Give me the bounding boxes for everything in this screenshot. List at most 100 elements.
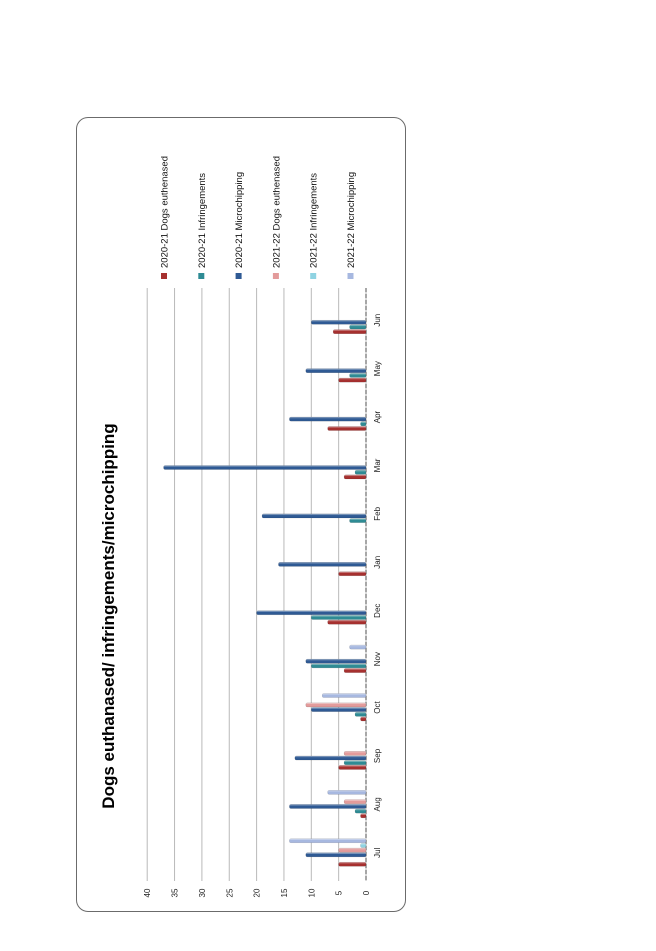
- bar-highlight: [338, 571, 366, 573]
- chart-frame: 0 5 10 15 20 25 30 35 40 Jul Aug Sep Oct Nov Dec Jan Feb…: [76, 117, 406, 912]
- bar-highlight: [344, 751, 366, 753]
- x-tick-label: Oct: [373, 701, 382, 714]
- x-tick-label: Jan: [373, 556, 382, 569]
- bar-dec-series-1: [311, 615, 367, 620]
- bar-sep-series-0: [338, 765, 367, 770]
- legend-swatch: [235, 273, 242, 279]
- x-tick-label: May: [373, 361, 382, 376]
- bar-highlight: [355, 712, 366, 714]
- legend-label: 2020-21 Dogs euthenased: [160, 156, 171, 268]
- bar-oct-series-0: [360, 716, 367, 722]
- bar-nov-series-2: [305, 658, 367, 664]
- legend-label: 2021-22 Microchipping: [346, 172, 357, 268]
- legend-label: 2021-22 Infringements: [309, 173, 320, 268]
- bar-aug-series-1: [354, 808, 367, 814]
- bar-jan-series-2: [278, 562, 367, 567]
- bar-may-series-0: [338, 377, 367, 383]
- bar-nov-series-0: [343, 668, 367, 673]
- bar-may-series-2: [305, 368, 367, 373]
- bar-highlight: [360, 813, 366, 815]
- bar-highlight: [344, 668, 366, 670]
- gridlines: [146, 288, 367, 881]
- y-tick-label: 5: [335, 890, 344, 895]
- bar-highlight: [278, 562, 366, 564]
- bar-highlight: [360, 843, 366, 845]
- bar-highlight: [349, 518, 366, 520]
- x-tick-label: Aug: [373, 797, 382, 811]
- y-tick-label: 35: [171, 888, 180, 897]
- bar-highlight: [262, 513, 366, 516]
- bar-highlight: [327, 426, 366, 428]
- legend-swatch: [310, 273, 317, 279]
- bar-oct-series-1: [354, 712, 367, 717]
- bar-feb-series-1: [349, 518, 367, 523]
- bar-jul-series-5: [289, 838, 367, 843]
- x-tick-label: Nov: [373, 652, 382, 666]
- bar-highlight: [338, 765, 366, 767]
- legend-label: 2021-22 Dogs euthenased: [271, 156, 282, 268]
- y-tick-label: 25: [225, 888, 234, 897]
- bar-highlight: [311, 615, 366, 617]
- bar-aug-series-0: [360, 813, 367, 819]
- legend-label: 2020-21 Microchipping: [234, 172, 245, 268]
- bar-oct-series-5: [322, 693, 367, 698]
- bar-apr-series-0: [327, 426, 367, 431]
- bar-highlight: [338, 862, 366, 864]
- bar-nov-series-1: [311, 663, 367, 669]
- y-tick-label: 15: [280, 888, 289, 897]
- bar-highlight: [327, 620, 366, 622]
- x-tick-label: Jul: [373, 847, 382, 857]
- bar-jul-series-0: [338, 861, 367, 867]
- bar-highlight: [311, 320, 366, 322]
- y-tick-label: 30: [198, 888, 207, 897]
- bar-highlight: [294, 755, 366, 758]
- bar-nov-series-5: [349, 644, 367, 650]
- legend-label: 2020-21 Infringements: [197, 173, 208, 268]
- bar-highlight: [311, 663, 366, 666]
- legend: 2020-21 Dogs euthenased 2020-21 Infringem…: [160, 156, 357, 279]
- chart-svg: 0 5 10 15 20 25 30 35 40 Jul Aug Sep Oct Nov Dec Jan Feb…: [99, 156, 382, 897]
- bar-highlight: [289, 838, 366, 840]
- bar-highlight: [289, 804, 366, 806]
- bar-sep-series-1: [343, 760, 367, 765]
- bar-jul-series-3: [338, 847, 367, 853]
- bar-may-series-1: [349, 373, 367, 378]
- y-tick-label: 20: [253, 888, 262, 897]
- bar-sep-series-3: [343, 751, 367, 756]
- bar-jul-series-2: [305, 852, 367, 858]
- bar-aug-series-5: [327, 790, 367, 795]
- bar-highlight: [322, 693, 366, 695]
- x-tick-label: Mar: [373, 458, 382, 472]
- x-tick-label: Feb: [373, 506, 382, 520]
- legend-swatch: [198, 273, 205, 279]
- bar-sep-series-2: [294, 755, 367, 761]
- x-tick-label: Sep: [373, 748, 382, 763]
- bar-jun-series-1: [349, 324, 367, 330]
- bar-dec-series-0: [327, 619, 367, 625]
- bar-feb-series-2: [261, 513, 367, 519]
- bar-highlight: [344, 799, 366, 801]
- bar-highlight: [311, 707, 366, 709]
- bar-apr-series-1: [360, 421, 367, 427]
- bar-highlight: [344, 474, 366, 477]
- bar-highlight: [360, 421, 366, 423]
- bar-highlight: [355, 470, 366, 472]
- bar-mar-series-0: [343, 474, 367, 480]
- bar-highlight: [360, 716, 366, 719]
- bar-highlight: [349, 324, 366, 327]
- x-tick-label: Dec: [373, 604, 382, 618]
- bar-highlight: [305, 368, 366, 370]
- bar-highlight: [338, 378, 366, 380]
- bar-mar-series-1: [354, 469, 367, 475]
- bar-jan-series-0: [338, 571, 367, 576]
- bar-highlight: [256, 610, 366, 612]
- y-tick-label: 10: [307, 888, 316, 897]
- bars: [163, 320, 367, 867]
- bar-highlight: [305, 852, 366, 854]
- bar-mar-series-2: [163, 465, 367, 470]
- bar-jun-series-2: [311, 320, 367, 325]
- bar-jun-series-0: [332, 329, 367, 334]
- bar-highlight: [349, 645, 366, 647]
- y-tick-label: 0: [362, 890, 371, 895]
- x-tick-label: Jun: [373, 314, 382, 327]
